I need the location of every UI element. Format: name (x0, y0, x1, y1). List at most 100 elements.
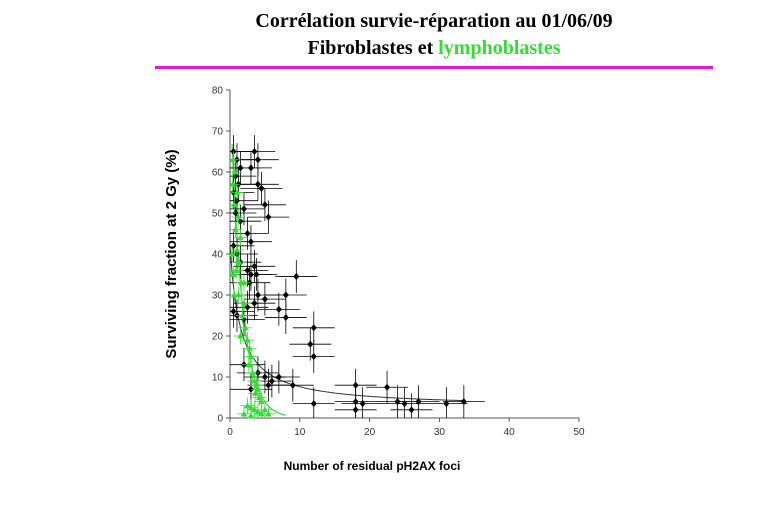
fibroblast-point (240, 205, 247, 213)
y-tick-label: 60 (212, 168, 224, 179)
y-tick-label: 0 (217, 414, 223, 425)
fibroblast-point (282, 291, 289, 299)
lymphoblast-point (233, 266, 240, 273)
lymphoblast-point (249, 369, 256, 376)
lymphoblast-point (244, 402, 251, 409)
lymphoblast-point (237, 234, 244, 241)
y-axis-label: Surviving fraction at 2 Gy (%) (163, 149, 180, 358)
fibroblast-point (384, 383, 391, 391)
lymphoblast-point (230, 291, 238, 298)
y-tick-label: 80 (212, 86, 224, 97)
lymphoblast-point (228, 250, 236, 257)
x-tick-label: 40 (504, 427, 516, 438)
lymphoblast-point (256, 394, 263, 400)
lymphoblast-point (247, 412, 255, 419)
lymphoblast-point (251, 389, 259, 396)
title-line-1: Corrélation survie-réparation au 01/06/0… (255, 10, 613, 32)
lymphoblast-point (230, 271, 237, 277)
y-tick-label: 70 (212, 127, 224, 138)
fibroblast-point (275, 373, 282, 381)
fibroblast-point (268, 377, 275, 385)
title-fibroblastes: Fibroblastes et (307, 37, 439, 59)
fibroblast-point (254, 291, 261, 299)
fibroblast-point (307, 340, 314, 348)
fibroblast-fit-curve (229, 244, 464, 402)
x-tick-label: 30 (434, 427, 446, 438)
lymphoblast-point (251, 377, 258, 384)
x-tick-label: 20 (364, 427, 376, 438)
lymphoblast-point (229, 180, 236, 187)
x-tick-label: 0 (227, 427, 233, 438)
fibroblast-point (310, 400, 317, 408)
title-line-2: Fibroblastes et lymphoblastes (155, 35, 713, 62)
fibroblast-point (247, 238, 254, 246)
fibroblast-point (251, 299, 258, 307)
fibroblast-point (359, 400, 366, 408)
fibroblast-point (251, 148, 258, 155)
y-tick-label: 30 (212, 291, 224, 302)
lymphoblast-point (230, 156, 237, 163)
lymphoblast-point (235, 213, 242, 220)
lymphoblast-point (247, 353, 255, 359)
lymphoblast-point (233, 189, 241, 195)
lymphoblast-point (235, 258, 243, 265)
y-tick-label: 40 (212, 250, 224, 261)
lymphoblast-point (231, 168, 239, 175)
lymphoblast-point (233, 246, 241, 253)
lymphoblast-point (237, 332, 244, 339)
x-axis-label: Number of residual pH2AX foci (284, 459, 461, 473)
lymphoblast-point (240, 299, 248, 306)
title-lymphoblastes: lymphoblastes (438, 37, 561, 59)
y-tick-label: 50 (212, 209, 224, 220)
fibroblast-point (282, 314, 289, 322)
lymphoblast-point (261, 406, 269, 413)
lymphoblast-point (242, 324, 249, 331)
fibroblast-point (258, 184, 265, 192)
chart-title: Corrélation survie-réparation au 01/06/0… (155, 8, 713, 62)
fibroblast-point (415, 398, 422, 406)
fibroblast-point (352, 406, 359, 414)
fibroblast-point (265, 381, 272, 389)
lymphoblast-point (240, 279, 248, 286)
title-underline (155, 66, 713, 69)
fibroblast-point (275, 305, 282, 313)
fibroblast-point (251, 262, 258, 270)
lymphoblast-point (235, 291, 242, 298)
fibroblast-point (254, 180, 261, 188)
fibroblast-point (253, 271, 260, 278)
lymphoblast-point (244, 336, 251, 343)
fibroblast-point (261, 201, 268, 209)
y-tick-label: 10 (212, 373, 224, 384)
fibroblast-point (230, 307, 237, 315)
fibroblast-point (460, 398, 467, 406)
lymphoblast-point (239, 312, 246, 318)
fibroblast-point (443, 400, 450, 408)
lymphoblast-point (254, 408, 262, 415)
lymphoblast-point (265, 410, 272, 417)
fibroblast-point (293, 273, 300, 281)
lymphoblast-point (232, 225, 239, 232)
fibroblast-point (254, 156, 261, 164)
fibroblast-point (401, 400, 408, 408)
lymphoblast-point (251, 406, 258, 413)
fibroblast-point (310, 353, 317, 360)
fibroblast-point (230, 242, 237, 250)
fibroblast-point (265, 213, 272, 221)
x-tick-label: 10 (294, 427, 306, 438)
lymphoblast-point (240, 410, 248, 417)
fibroblast-point (408, 406, 415, 414)
lymphoblast-point (258, 398, 265, 405)
fibroblast-point (310, 324, 317, 332)
fibroblast-point (289, 381, 296, 389)
fibroblast-point (247, 164, 254, 172)
x-tick-label: 50 (573, 427, 585, 438)
lymphoblast-point (247, 404, 255, 411)
fibroblast-point (261, 295, 268, 303)
lymphoblast-point (230, 201, 238, 208)
y-tick-label: 20 (212, 332, 224, 343)
fibroblast-point (244, 230, 251, 237)
fibroblast-point (244, 266, 251, 274)
lymphoblast-point (258, 410, 265, 417)
lymphoblast-point (245, 361, 253, 368)
